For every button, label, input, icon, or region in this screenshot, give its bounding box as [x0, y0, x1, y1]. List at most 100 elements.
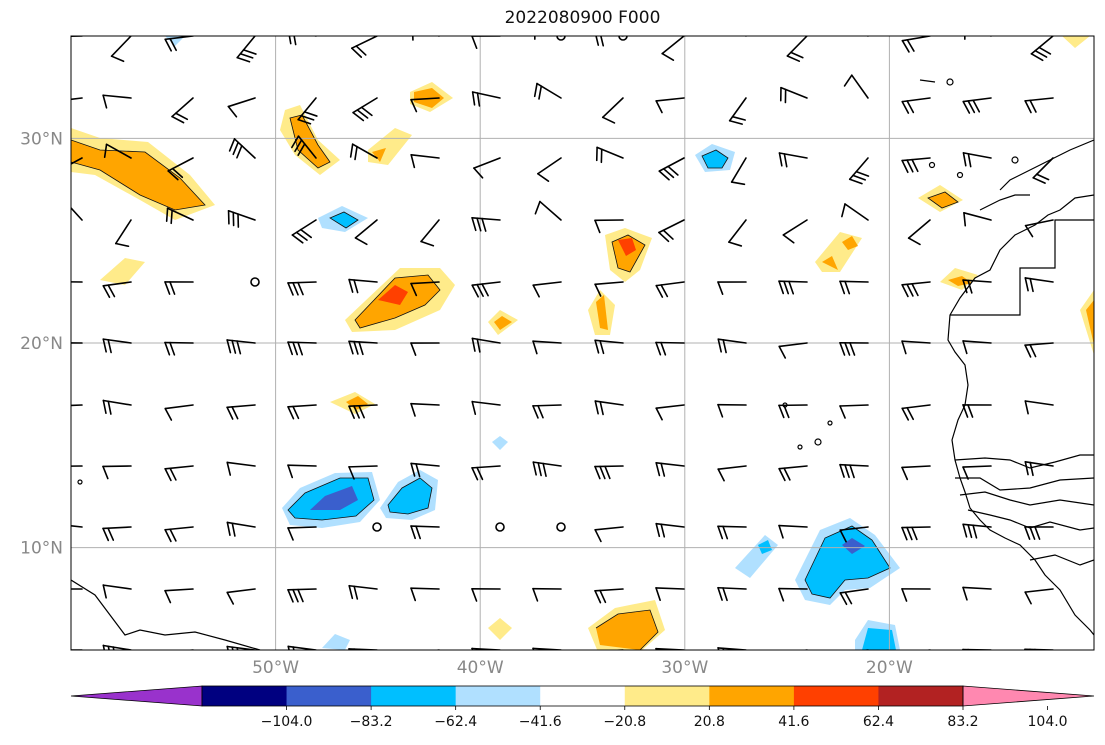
wind-barb [421, 220, 439, 246]
wind-barb [840, 343, 868, 355]
wind-barb [533, 462, 561, 476]
colorbar-segment [371, 686, 456, 706]
wind-barb [472, 402, 500, 415]
wind-barb [845, 75, 868, 98]
wind-barb [103, 585, 131, 598]
wind-barb [779, 343, 807, 358]
wind-barb [411, 343, 439, 355]
wind-barb [227, 522, 255, 536]
wind-barb [779, 650, 807, 665]
wind-barb [411, 155, 439, 168]
colorbar-tick-label: 62.4 [863, 714, 894, 730]
wind-barb [353, 98, 377, 121]
wind-barb [165, 466, 193, 480]
wind-barb [172, 98, 193, 123]
wind-barb [413, 27, 439, 40]
wind-barb [840, 465, 868, 478]
wind-barb [103, 95, 131, 108]
lat-tick-label: 20°N [20, 334, 63, 354]
wind-barb [54, 98, 82, 113]
wind-barb [656, 524, 684, 537]
wind-barb [840, 405, 868, 418]
wind-barb [718, 282, 746, 294]
wind-barb [538, 158, 561, 181]
contour-band-41-62 [71, 88, 1094, 650]
wind-barb [472, 338, 500, 352]
wind-barb [1025, 98, 1053, 112]
wind-barb [718, 466, 746, 481]
wind-barb [411, 526, 439, 538]
wind-barb [288, 405, 316, 419]
wind-barb [718, 526, 746, 538]
lat-tick-label: 10°N [20, 539, 63, 559]
wind-barb [227, 405, 255, 419]
wind-barb [718, 588, 746, 601]
wind-barb [472, 282, 500, 297]
wind-barb [656, 98, 684, 113]
wind-barb [659, 158, 684, 180]
wind-barb [902, 282, 930, 296]
contour-band-20-41 [71, 36, 1094, 652]
colorbar-tick-label: 20.8 [694, 714, 725, 730]
wind-barb [103, 645, 131, 659]
wind-barb [963, 405, 991, 417]
wind-barb [656, 405, 684, 420]
colorbar-segment [794, 686, 879, 706]
wind-barb [165, 650, 193, 664]
wind-barb [165, 589, 193, 603]
wind-barb [288, 31, 316, 45]
wind-barb [472, 589, 500, 601]
wind-barb [964, 213, 991, 226]
colorbar-segment [709, 686, 794, 706]
wind-barb [103, 400, 131, 414]
wind-barb [103, 527, 131, 540]
wind-barb [288, 342, 316, 355]
wind-barb [840, 650, 868, 664]
wind-barb [595, 466, 623, 479]
wind-barb [963, 650, 991, 662]
wind-barb [732, 158, 746, 184]
wind-barb [54, 466, 82, 478]
wind-barb [718, 339, 746, 352]
wind-barb [352, 36, 377, 57]
colorbar-tick-label: −20.8 [603, 714, 646, 730]
wind-barb [902, 466, 930, 479]
wind-barb [533, 405, 561, 418]
wind-barb [595, 32, 623, 45]
wind-barb [54, 524, 82, 537]
lat-tick-label: 30°N [20, 129, 63, 149]
wind-barb [54, 589, 82, 601]
colorbar-segment [540, 686, 625, 706]
wind-barb [656, 588, 684, 600]
wind-barb [165, 36, 193, 51]
wind-barb [227, 340, 255, 354]
wind-barb [288, 527, 316, 540]
colorbar-tick-label: −104.0 [261, 714, 313, 730]
wind-barb [963, 587, 991, 599]
wind-barb [963, 466, 991, 479]
wind-barb [902, 405, 930, 420]
wind-barb [103, 339, 131, 352]
wind-barb [902, 36, 930, 52]
wind-barbs [54, 13, 1053, 665]
wind-barb [902, 589, 930, 601]
wind-barb [472, 466, 500, 480]
wind-barb [288, 589, 316, 602]
wind-barb [963, 153, 991, 167]
wind-barb [595, 589, 623, 603]
wind-barb [729, 220, 746, 246]
wind-barb [349, 280, 377, 293]
wind-barb [603, 98, 623, 123]
map-plot-area [54, 13, 1094, 665]
wind-barb [787, 36, 807, 61]
coastlines [71, 79, 1094, 650]
colorbar-segment [202, 686, 287, 706]
wind-barb [779, 153, 807, 167]
wind-barb [57, 199, 82, 220]
wind-barb [597, 147, 623, 162]
wind-barb [656, 463, 684, 476]
colorbar-extend-low [71, 686, 202, 706]
wind-barb [845, 13, 868, 36]
wind-barb [850, 158, 869, 184]
